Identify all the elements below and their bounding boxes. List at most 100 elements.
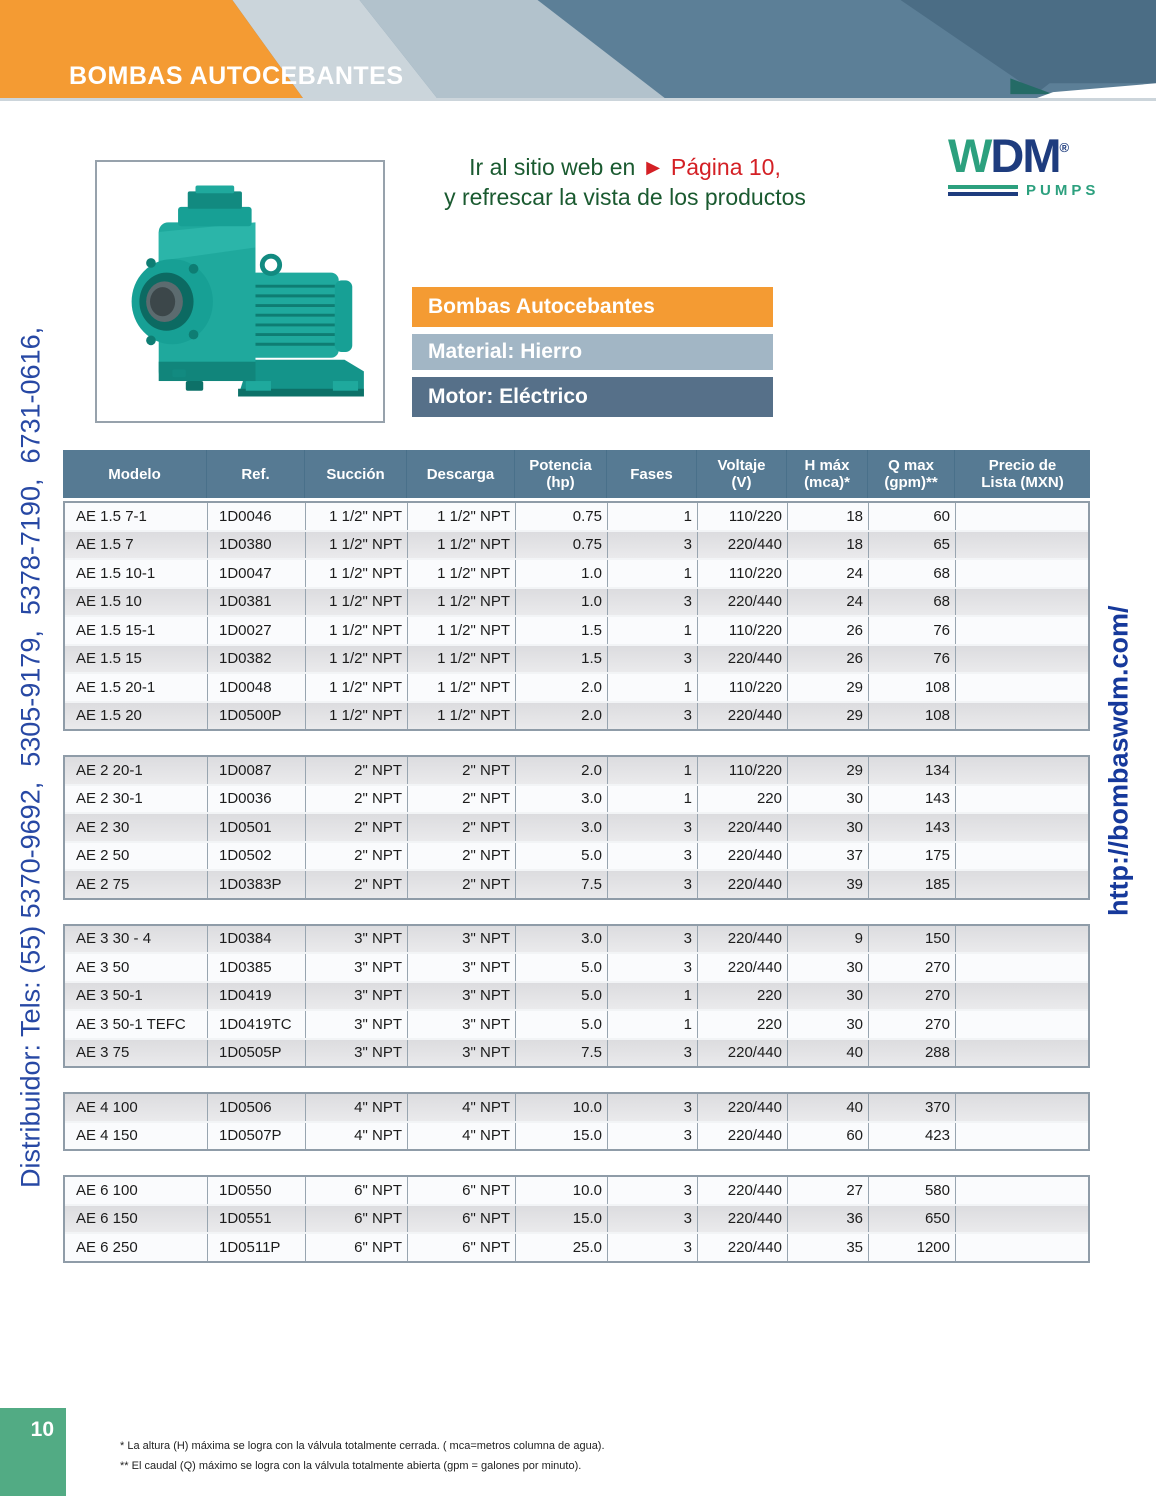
cell: 3" NPT: [306, 954, 408, 981]
cell: 2" NPT: [408, 814, 516, 841]
logo-pumps-label: PUMPS: [1026, 182, 1100, 199]
footnotes: * La altura (H) máxima se logra con la v…: [120, 1436, 605, 1476]
cell: 1 1/2" NPT: [408, 588, 516, 615]
cell: 1D0501: [208, 814, 306, 841]
cell: 1 1/2" NPT: [408, 645, 516, 672]
cell: [956, 589, 1088, 616]
cell: 1 1/2" NPT: [408, 503, 516, 530]
cell: AE 2 50: [65, 842, 208, 869]
cell: 1.0: [516, 588, 608, 615]
cell: 220/440: [698, 702, 788, 729]
promo-line1-green: Ir al sitio web en: [469, 154, 642, 180]
cell: 3.0: [516, 785, 608, 812]
cell: 150: [869, 925, 956, 952]
cell: 220/440: [698, 1177, 788, 1204]
cell: 7.5: [516, 871, 608, 898]
column-header: Q max (gpm)**: [868, 450, 955, 498]
promo-page-link[interactable]: Página 10,: [670, 154, 781, 180]
cell: AE 6 250: [65, 1234, 208, 1261]
cell: 3" NPT: [408, 1039, 516, 1066]
table-header-row: Modelo Ref. Succión Descarga Potencia (hp) Fas…: [63, 450, 1090, 498]
cell: 1 1/2" NPT: [306, 645, 408, 672]
cell: AE 2 75: [65, 871, 208, 898]
header-underline: [0, 98, 1156, 101]
cell: 3" NPT: [306, 982, 408, 1009]
cell: 30: [788, 1011, 869, 1038]
cell: 3" NPT: [408, 982, 516, 1009]
cell: 0.75: [516, 531, 608, 558]
table-row: AE 2 50 1D0502 2" NPT 2" NPT 5.0 3 220/440 37 17…: [65, 842, 1088, 871]
cell: [956, 617, 1088, 644]
cell: 10.0: [516, 1094, 608, 1121]
banner-product-family: Bombas Autocebantes: [412, 287, 773, 327]
cell: 29: [788, 757, 869, 784]
cell: 76: [869, 617, 956, 644]
header-band: BOMBAS AUTOCEBANTES: [0, 0, 1156, 98]
cell: 60: [788, 1122, 869, 1149]
cell: 40: [788, 1094, 869, 1121]
cell: [956, 814, 1088, 841]
table-row: AE 3 50-1 TEFC 1D0419TC 3" NPT 3" NPT 5.0 1 22…: [65, 1011, 1088, 1040]
cell: 65: [869, 531, 956, 558]
cell: AE 1.5 10: [65, 588, 208, 615]
cell: 30: [788, 982, 869, 1009]
cell: 220/440: [698, 1122, 788, 1149]
cell: 423: [869, 1122, 956, 1149]
table-row: AE 4 150 1D0507P 4" NPT 4" NPT 15.0 3 220/440 6…: [65, 1122, 1088, 1150]
cell: 4" NPT: [306, 1094, 408, 1121]
cell: 1 1/2" NPT: [408, 702, 516, 729]
cell: [956, 1177, 1088, 1204]
cell: 3: [608, 954, 698, 981]
cell: [956, 1011, 1088, 1038]
cell: 1200: [869, 1234, 956, 1261]
cell: 110/220: [698, 503, 788, 530]
cell: 18: [788, 531, 869, 558]
cell: 15.0: [516, 1205, 608, 1232]
cell: 1 1/2" NPT: [306, 617, 408, 644]
cell: AE 1.5 20: [65, 702, 208, 729]
cell: 3: [608, 814, 698, 841]
column-header: Voltaje (V): [697, 450, 787, 498]
cell: 3: [608, 871, 698, 898]
cell: 1: [608, 982, 698, 1009]
banner-motor: Motor: Eléctrico: [412, 377, 773, 417]
cell: 370: [869, 1094, 956, 1121]
cell: 3" NPT: [306, 925, 408, 952]
cell: 134: [869, 757, 956, 784]
cell: 10.0: [516, 1177, 608, 1204]
page-title: BOMBAS AUTOCEBANTES: [69, 62, 404, 90]
cell: 1 1/2" NPT: [408, 674, 516, 701]
cell: 3: [608, 1122, 698, 1149]
wdm-logo-subtitle-row: PUMPS: [948, 182, 1108, 199]
cell: [956, 1206, 1088, 1233]
cell: 220: [698, 982, 788, 1009]
cell: 1 1/2" NPT: [306, 588, 408, 615]
cell: 3: [608, 925, 698, 952]
cell: 6" NPT: [306, 1177, 408, 1204]
cell: AE 2 20-1: [65, 757, 208, 784]
cell: 1D0087: [208, 757, 306, 784]
cell: 15.0: [516, 1122, 608, 1149]
table-group-ae3: AE 3 30 - 4 1D0384 3" NPT 3" NPT 3.0 3 220/440…: [63, 923, 1090, 1068]
cell: [956, 786, 1088, 813]
cell: AE 3 30 - 4: [65, 925, 208, 952]
cell: 220/440: [698, 814, 788, 841]
website-url-vertical-text[interactable]: http://bombaswdm.com/: [1103, 605, 1134, 917]
cell: 6" NPT: [306, 1205, 408, 1232]
table-row: AE 1.5 20-1 1D0048 1 1/2" NPT 1 1/2" NPT 2.0…: [65, 674, 1088, 703]
column-header: Potencia (hp): [515, 450, 607, 498]
table-row: AE 1.5 20 1D0500P 1 1/2" NPT 1 1/2" NPT 2.0 3…: [65, 702, 1088, 729]
cell: 1.0: [516, 560, 608, 587]
cell: 108: [869, 702, 956, 729]
cell: 110/220: [698, 560, 788, 587]
cell: 6" NPT: [408, 1177, 516, 1204]
table-row: AE 2 30-1 1D0036 2" NPT 2" NPT 3.0 1 220 30 143: [65, 785, 1088, 814]
table-row: AE 3 50-1 1D0419 3" NPT 3" NPT 5.0 1 220 30 270: [65, 982, 1088, 1011]
column-header: Fases: [607, 450, 697, 498]
cell: 110/220: [698, 757, 788, 784]
cell: 1: [608, 1011, 698, 1038]
cell: 220/440: [698, 1094, 788, 1121]
cell: [956, 1123, 1088, 1150]
cell: 1 1/2" NPT: [306, 560, 408, 587]
cell: 3: [608, 842, 698, 869]
